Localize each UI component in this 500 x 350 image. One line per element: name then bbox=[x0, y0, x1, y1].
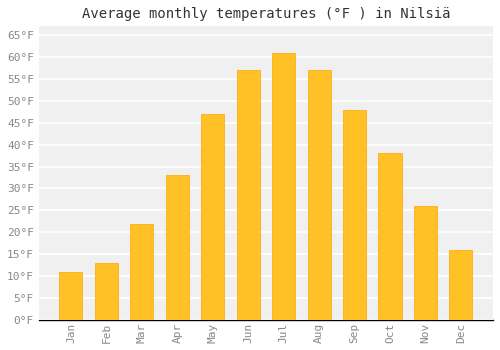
Bar bbox=[414, 206, 437, 320]
Bar bbox=[236, 70, 260, 320]
Title: Average monthly temperatures (°F ) in Nilsiä: Average monthly temperatures (°F ) in Ni… bbox=[82, 7, 450, 21]
Bar bbox=[378, 153, 402, 320]
Bar bbox=[60, 272, 82, 320]
Bar bbox=[166, 175, 189, 320]
Bar bbox=[308, 70, 330, 320]
Bar bbox=[343, 110, 366, 320]
Bar bbox=[450, 250, 472, 320]
Bar bbox=[95, 263, 118, 320]
Bar bbox=[201, 114, 224, 320]
Bar bbox=[272, 52, 295, 320]
Bar bbox=[130, 224, 154, 320]
